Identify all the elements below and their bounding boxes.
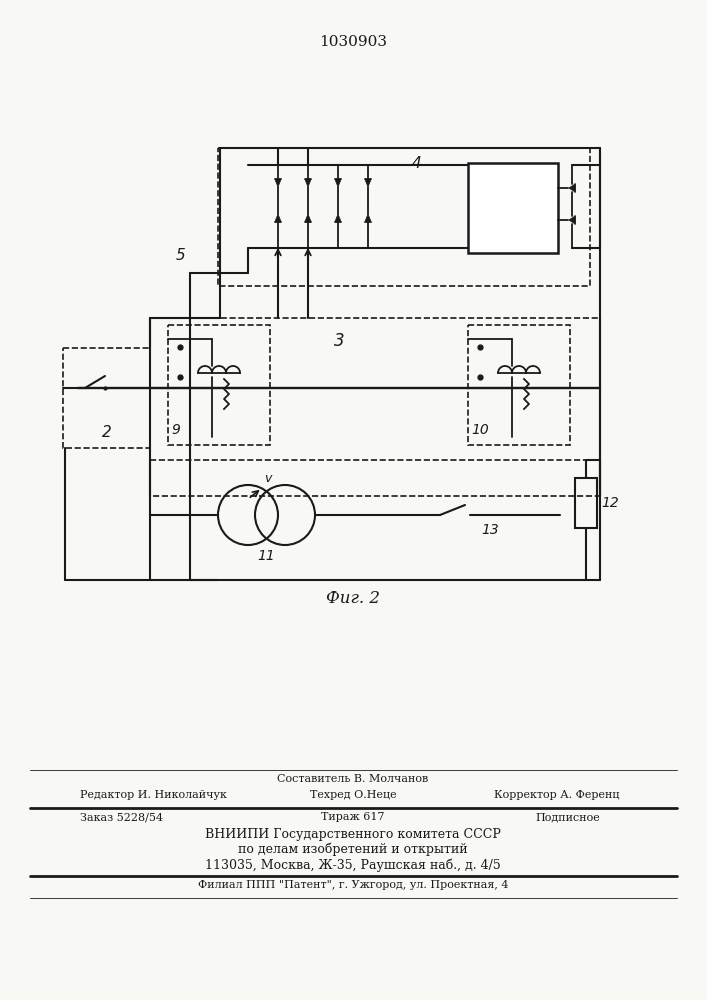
Text: 3: 3: [334, 332, 344, 350]
Text: 4: 4: [411, 156, 421, 171]
Text: Тираж 617: Тираж 617: [321, 812, 385, 822]
Bar: [575, 478, 597, 528]
Polygon shape: [569, 184, 575, 192]
Text: 12: 12: [601, 496, 619, 510]
Polygon shape: [335, 179, 341, 187]
Bar: [150, 460, 600, 580]
Text: по делам изобретений и открытий: по делам изобретений и открытий: [238, 843, 468, 856]
Bar: [168, 325, 270, 445]
Text: Филиал ППП "Патент", г. Ужгород, ул. Проектная, 4: Филиал ППП "Патент", г. Ужгород, ул. Про…: [198, 880, 508, 890]
Text: 5: 5: [175, 248, 185, 263]
Polygon shape: [569, 216, 575, 224]
Bar: [468, 325, 570, 445]
Polygon shape: [275, 179, 281, 187]
Polygon shape: [275, 214, 281, 222]
Text: 9: 9: [171, 423, 180, 437]
Text: Подписное: Подписное: [535, 812, 600, 822]
Bar: [150, 318, 600, 496]
Text: v: v: [264, 472, 271, 485]
Polygon shape: [335, 214, 341, 222]
Text: Техред О.Неце: Техред О.Неце: [310, 790, 397, 800]
Bar: [218, 148, 590, 286]
Polygon shape: [365, 179, 371, 187]
Bar: [468, 163, 558, 253]
Text: Составитель В. Молчанов: Составитель В. Молчанов: [277, 774, 428, 784]
Text: 11: 11: [257, 549, 275, 563]
Text: 13: 13: [481, 523, 499, 537]
Polygon shape: [305, 179, 311, 187]
Text: Корректор А. Ференц: Корректор А. Ференц: [494, 790, 620, 800]
Text: Редактор И. Николайчук: Редактор И. Николайчук: [80, 790, 227, 800]
Text: Заказ 5228/54: Заказ 5228/54: [80, 812, 163, 822]
Text: 2: 2: [102, 425, 112, 440]
Text: ВНИИПИ Государственного комитета СССР: ВНИИПИ Государственного комитета СССР: [205, 828, 501, 841]
Text: 1030903: 1030903: [319, 35, 387, 49]
Text: Фиг. 2: Фиг. 2: [326, 590, 380, 607]
Bar: [63, 348, 150, 448]
Text: 113035, Москва, Ж-35, Раушская наб., д. 4/5: 113035, Москва, Ж-35, Раушская наб., д. …: [205, 858, 501, 871]
Polygon shape: [305, 214, 311, 222]
Polygon shape: [365, 214, 371, 222]
Text: 10: 10: [471, 423, 489, 437]
